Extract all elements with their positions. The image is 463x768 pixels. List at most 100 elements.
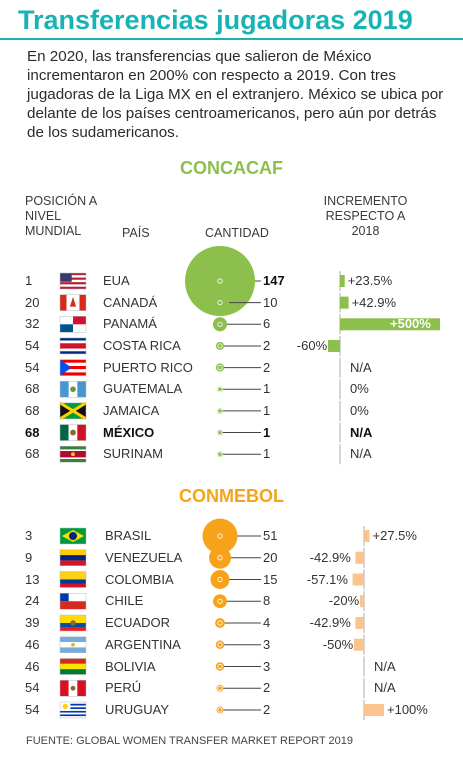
country-label: CANADÁ bbox=[103, 294, 158, 310]
brazil-flag-icon bbox=[59, 527, 87, 545]
country-label: COSTA RICA bbox=[103, 337, 181, 353]
country-label: GUATEMALA bbox=[103, 381, 183, 397]
section-title-conmebol: CONMEBOL bbox=[179, 486, 284, 506]
rank-label: 39 bbox=[25, 615, 40, 630]
country-label: CHILE bbox=[105, 593, 144, 609]
increase-label: +42.9% bbox=[351, 294, 397, 310]
increase-label: -20% bbox=[328, 593, 360, 609]
amount-dot bbox=[217, 364, 223, 371]
country-label: URUGUAY bbox=[105, 702, 170, 717]
ecuador-flag-icon bbox=[59, 614, 87, 632]
amount-dot bbox=[217, 300, 223, 306]
costa-rica-flag-icon bbox=[59, 337, 87, 355]
amount-label: 2 bbox=[263, 359, 271, 375]
rank-label: 46 bbox=[25, 658, 40, 674]
amount-label: 1 bbox=[263, 381, 271, 397]
rank-label: 54 bbox=[25, 359, 40, 375]
rank-label: 24 bbox=[25, 593, 40, 609]
country-label: PERÚ bbox=[105, 680, 142, 696]
amount-dot bbox=[217, 278, 223, 284]
chile-flag-icon bbox=[59, 593, 87, 610]
increase-label: N/A bbox=[374, 680, 396, 696]
puerto-rico-flag-icon bbox=[59, 359, 87, 376]
header-amount: CANTIDAD bbox=[205, 226, 269, 240]
increase-label: N/A bbox=[350, 359, 372, 375]
amount-label: 1 bbox=[263, 402, 271, 418]
increase-label: -57.1% bbox=[306, 571, 348, 587]
amount-label: 2 bbox=[263, 702, 271, 717]
argentina-flag-icon bbox=[59, 636, 87, 653]
increase-label: N/A bbox=[350, 446, 372, 462]
amount-label: 3 bbox=[263, 658, 271, 674]
country-label: MÉXICO bbox=[103, 424, 155, 440]
jamaica-flag-icon bbox=[59, 401, 87, 421]
amount-dot bbox=[217, 343, 223, 349]
rank-label: 3 bbox=[25, 528, 33, 543]
page-title: Transferencias jugadoras 2019 bbox=[18, 5, 413, 35]
amount-dot bbox=[217, 642, 223, 648]
rank-label: 68 bbox=[25, 424, 40, 440]
canada-flag-icon bbox=[59, 294, 87, 311]
country-label: BOLIVIA bbox=[105, 658, 156, 674]
amount-label: 2 bbox=[263, 680, 271, 696]
intro-text: En 2020, las transferencias que salieron… bbox=[27, 48, 444, 141]
uruguay-flag-icon bbox=[59, 701, 87, 719]
increase-bar bbox=[352, 573, 364, 586]
increase-label: -42.9% bbox=[309, 615, 351, 630]
increase-label: +100% bbox=[387, 702, 428, 717]
amount-dot bbox=[217, 685, 223, 691]
mexico-flag-icon bbox=[59, 424, 87, 441]
amount-label: 1 bbox=[263, 424, 271, 440]
amount-dot bbox=[217, 663, 223, 670]
country-label: SURINAM bbox=[103, 446, 163, 462]
country-label: PANAMÁ bbox=[103, 316, 157, 332]
venezuela-flag-icon bbox=[59, 549, 87, 566]
section-title-concacaf: CONCACAF bbox=[180, 158, 283, 178]
suriname-flag-icon bbox=[59, 445, 87, 463]
increase-bar bbox=[340, 296, 349, 309]
increase-label: N/A bbox=[350, 424, 373, 440]
header-rank: POSICIÓN A NIVEL MUNDIAL bbox=[25, 194, 97, 238]
title-divider bbox=[0, 38, 463, 40]
rank-label: 68 bbox=[25, 402, 40, 418]
increase-bar bbox=[340, 275, 345, 287]
amount-dot bbox=[217, 533, 223, 539]
increase-label: -60% bbox=[296, 337, 328, 353]
amount-label: 51 bbox=[263, 528, 278, 543]
increase-bar bbox=[360, 595, 364, 608]
country-label: BRASIL bbox=[105, 528, 152, 543]
country-label: JAMAICA bbox=[103, 402, 160, 418]
amount-label: 10 bbox=[263, 294, 278, 310]
increase-bar bbox=[355, 551, 364, 564]
increase-label: N/A bbox=[374, 658, 396, 674]
amount-label: 3 bbox=[263, 636, 271, 652]
amount-dot bbox=[217, 408, 223, 414]
rank-label: 68 bbox=[25, 446, 40, 462]
increase-label: -50% bbox=[322, 636, 354, 652]
amount-label: 20 bbox=[263, 549, 278, 565]
amount-label: 6 bbox=[263, 316, 271, 332]
amount-dot bbox=[217, 620, 223, 626]
header-country: PAÍS bbox=[122, 226, 150, 240]
amount-label: 4 bbox=[263, 615, 271, 630]
colombia-flag-icon bbox=[59, 571, 87, 588]
increase-bar bbox=[340, 318, 440, 331]
amount-label: 2 bbox=[263, 337, 271, 353]
increase-label: 0% bbox=[350, 381, 369, 397]
amount-label: 8 bbox=[263, 593, 271, 609]
increase-label: +23.5% bbox=[347, 273, 393, 288]
increase-label: 0% bbox=[350, 402, 369, 418]
amount-dot bbox=[217, 576, 223, 583]
bolivia-flag-icon bbox=[59, 658, 87, 675]
increase-label: -42.9% bbox=[309, 549, 351, 565]
increase-label: +27.5% bbox=[372, 528, 417, 543]
country-label: ECUADOR bbox=[105, 615, 171, 630]
amount-label: 1 bbox=[263, 446, 271, 462]
increase-label: +500% bbox=[390, 316, 431, 332]
rank-label: 68 bbox=[25, 381, 40, 397]
amount-dot bbox=[217, 321, 223, 327]
rank-label: 46 bbox=[25, 636, 40, 652]
increase-bar bbox=[328, 339, 340, 352]
amount-label: 147 bbox=[263, 273, 285, 288]
